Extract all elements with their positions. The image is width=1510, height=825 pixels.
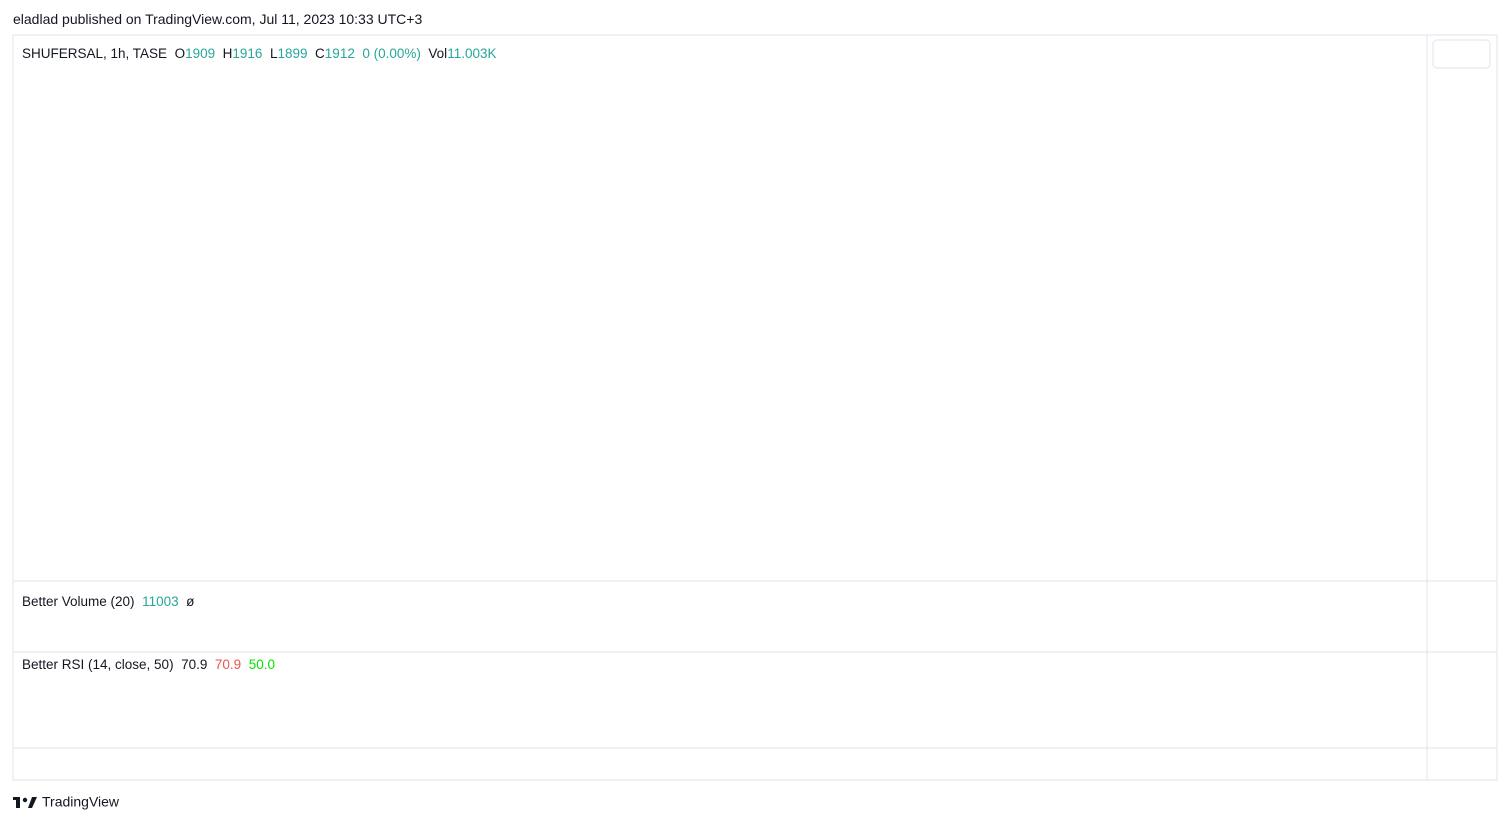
rsi-value: 70.9 <box>181 657 208 672</box>
rsi-level: 50.0 <box>248 657 275 672</box>
change: 0 (0.00%) <box>362 46 421 61</box>
rsi-signal: 70.9 <box>214 657 242 672</box>
l-val: 1899 <box>277 46 308 61</box>
rsi-title: Better RSI (14, close, 50) <box>22 657 174 672</box>
l: L <box>269 46 278 61</box>
brand: TradingView <box>42 794 120 810</box>
c-val: 1912 <box>324 46 355 61</box>
vol: Vol <box>428 46 448 61</box>
volume-title: Better Volume (20) <box>22 594 135 609</box>
c: C <box>315 46 325 61</box>
o-val: 1909 <box>185 46 216 61</box>
frame <box>12 34 1498 781</box>
h: H <box>222 46 233 61</box>
legend: SHUFERSAL, 1h, TASE O1909 H1916 L1899 C1… <box>22 46 496 61</box>
vol-val: 11.003K <box>447 46 497 61</box>
logo <box>13 797 37 808</box>
volume-value: 11003 <box>142 594 179 609</box>
h-val: 1916 <box>232 46 263 61</box>
rsi-legend: Better RSI (14, close, 50) 70.9 70.9 50.… <box>22 657 275 672</box>
published: eladlad published on TradingView.com, Ju… <box>13 11 423 27</box>
o: O <box>174 46 186 61</box>
volume-legend: Better Volume (20) 11003 ø <box>22 594 194 609</box>
volume-symbol: ø <box>186 594 195 609</box>
symbol: SHUFERSAL, 1h, TASE <box>22 46 168 61</box>
settings-box[interactable] <box>1432 39 1491 69</box>
